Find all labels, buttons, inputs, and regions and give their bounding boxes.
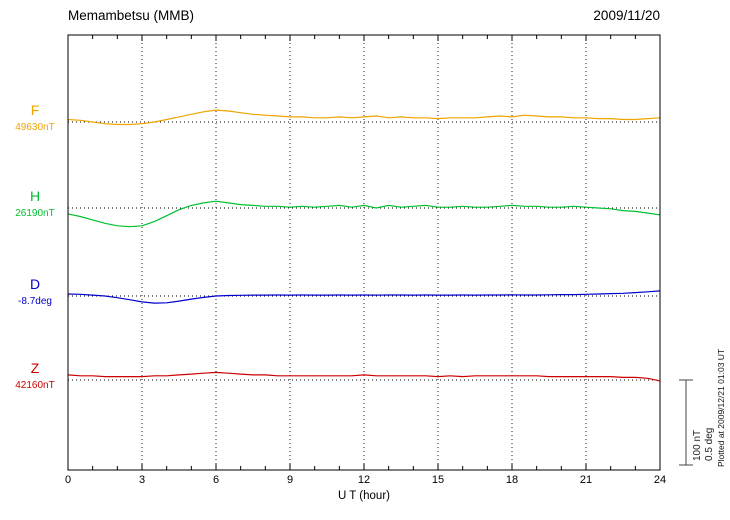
observation-date: 2009/11/20	[593, 8, 660, 23]
series-base-value: 42160nT	[15, 380, 55, 391]
series-label-H: H 26190nT	[6, 188, 64, 220]
scale-bar-label: 100 nT 0.5 deg	[692, 428, 716, 461]
trace-D	[67, 290, 661, 304]
series-base-value: 26190nT	[15, 208, 55, 219]
series-letter: H	[29, 188, 41, 204]
trace-Z	[67, 371, 661, 382]
trace-H	[67, 200, 661, 228]
series-base-value: -8.7deg	[18, 296, 52, 307]
x-tick-label: 18	[505, 474, 519, 486]
x-tick-label: 21	[579, 474, 593, 486]
x-tick-label: 24	[653, 474, 667, 486]
x-tick-label: 0	[64, 474, 72, 486]
series-label-Z: Z 42160nT	[6, 360, 64, 392]
series-letter: F	[30, 102, 40, 118]
scale-bar-nT-label: 100 nT	[692, 429, 703, 461]
x-axis-label: U T (hour)	[338, 490, 390, 502]
x-tick-label: 6	[212, 474, 220, 486]
station-title: Memambetsu (MMB)	[68, 8, 195, 23]
series-base-value: 49630nT	[15, 122, 55, 133]
series-label-D: D -8.7deg	[6, 276, 64, 308]
x-tick-label: 9	[286, 474, 294, 486]
series-letter: Z	[30, 360, 40, 376]
series-letter: D	[29, 276, 41, 292]
series-label-F: F 49630nT	[6, 102, 64, 134]
plot-border	[67, 34, 661, 471]
x-tick-label: 15	[431, 474, 445, 486]
trace-F	[67, 109, 661, 126]
x-tick-label: 12	[357, 474, 371, 486]
plotted-at-note: Plotted at 2009/12/21 01:03 UT	[716, 348, 726, 467]
scale-bar-deg-label: 0.5 deg	[704, 427, 715, 461]
x-tick-label: 3	[138, 474, 146, 486]
